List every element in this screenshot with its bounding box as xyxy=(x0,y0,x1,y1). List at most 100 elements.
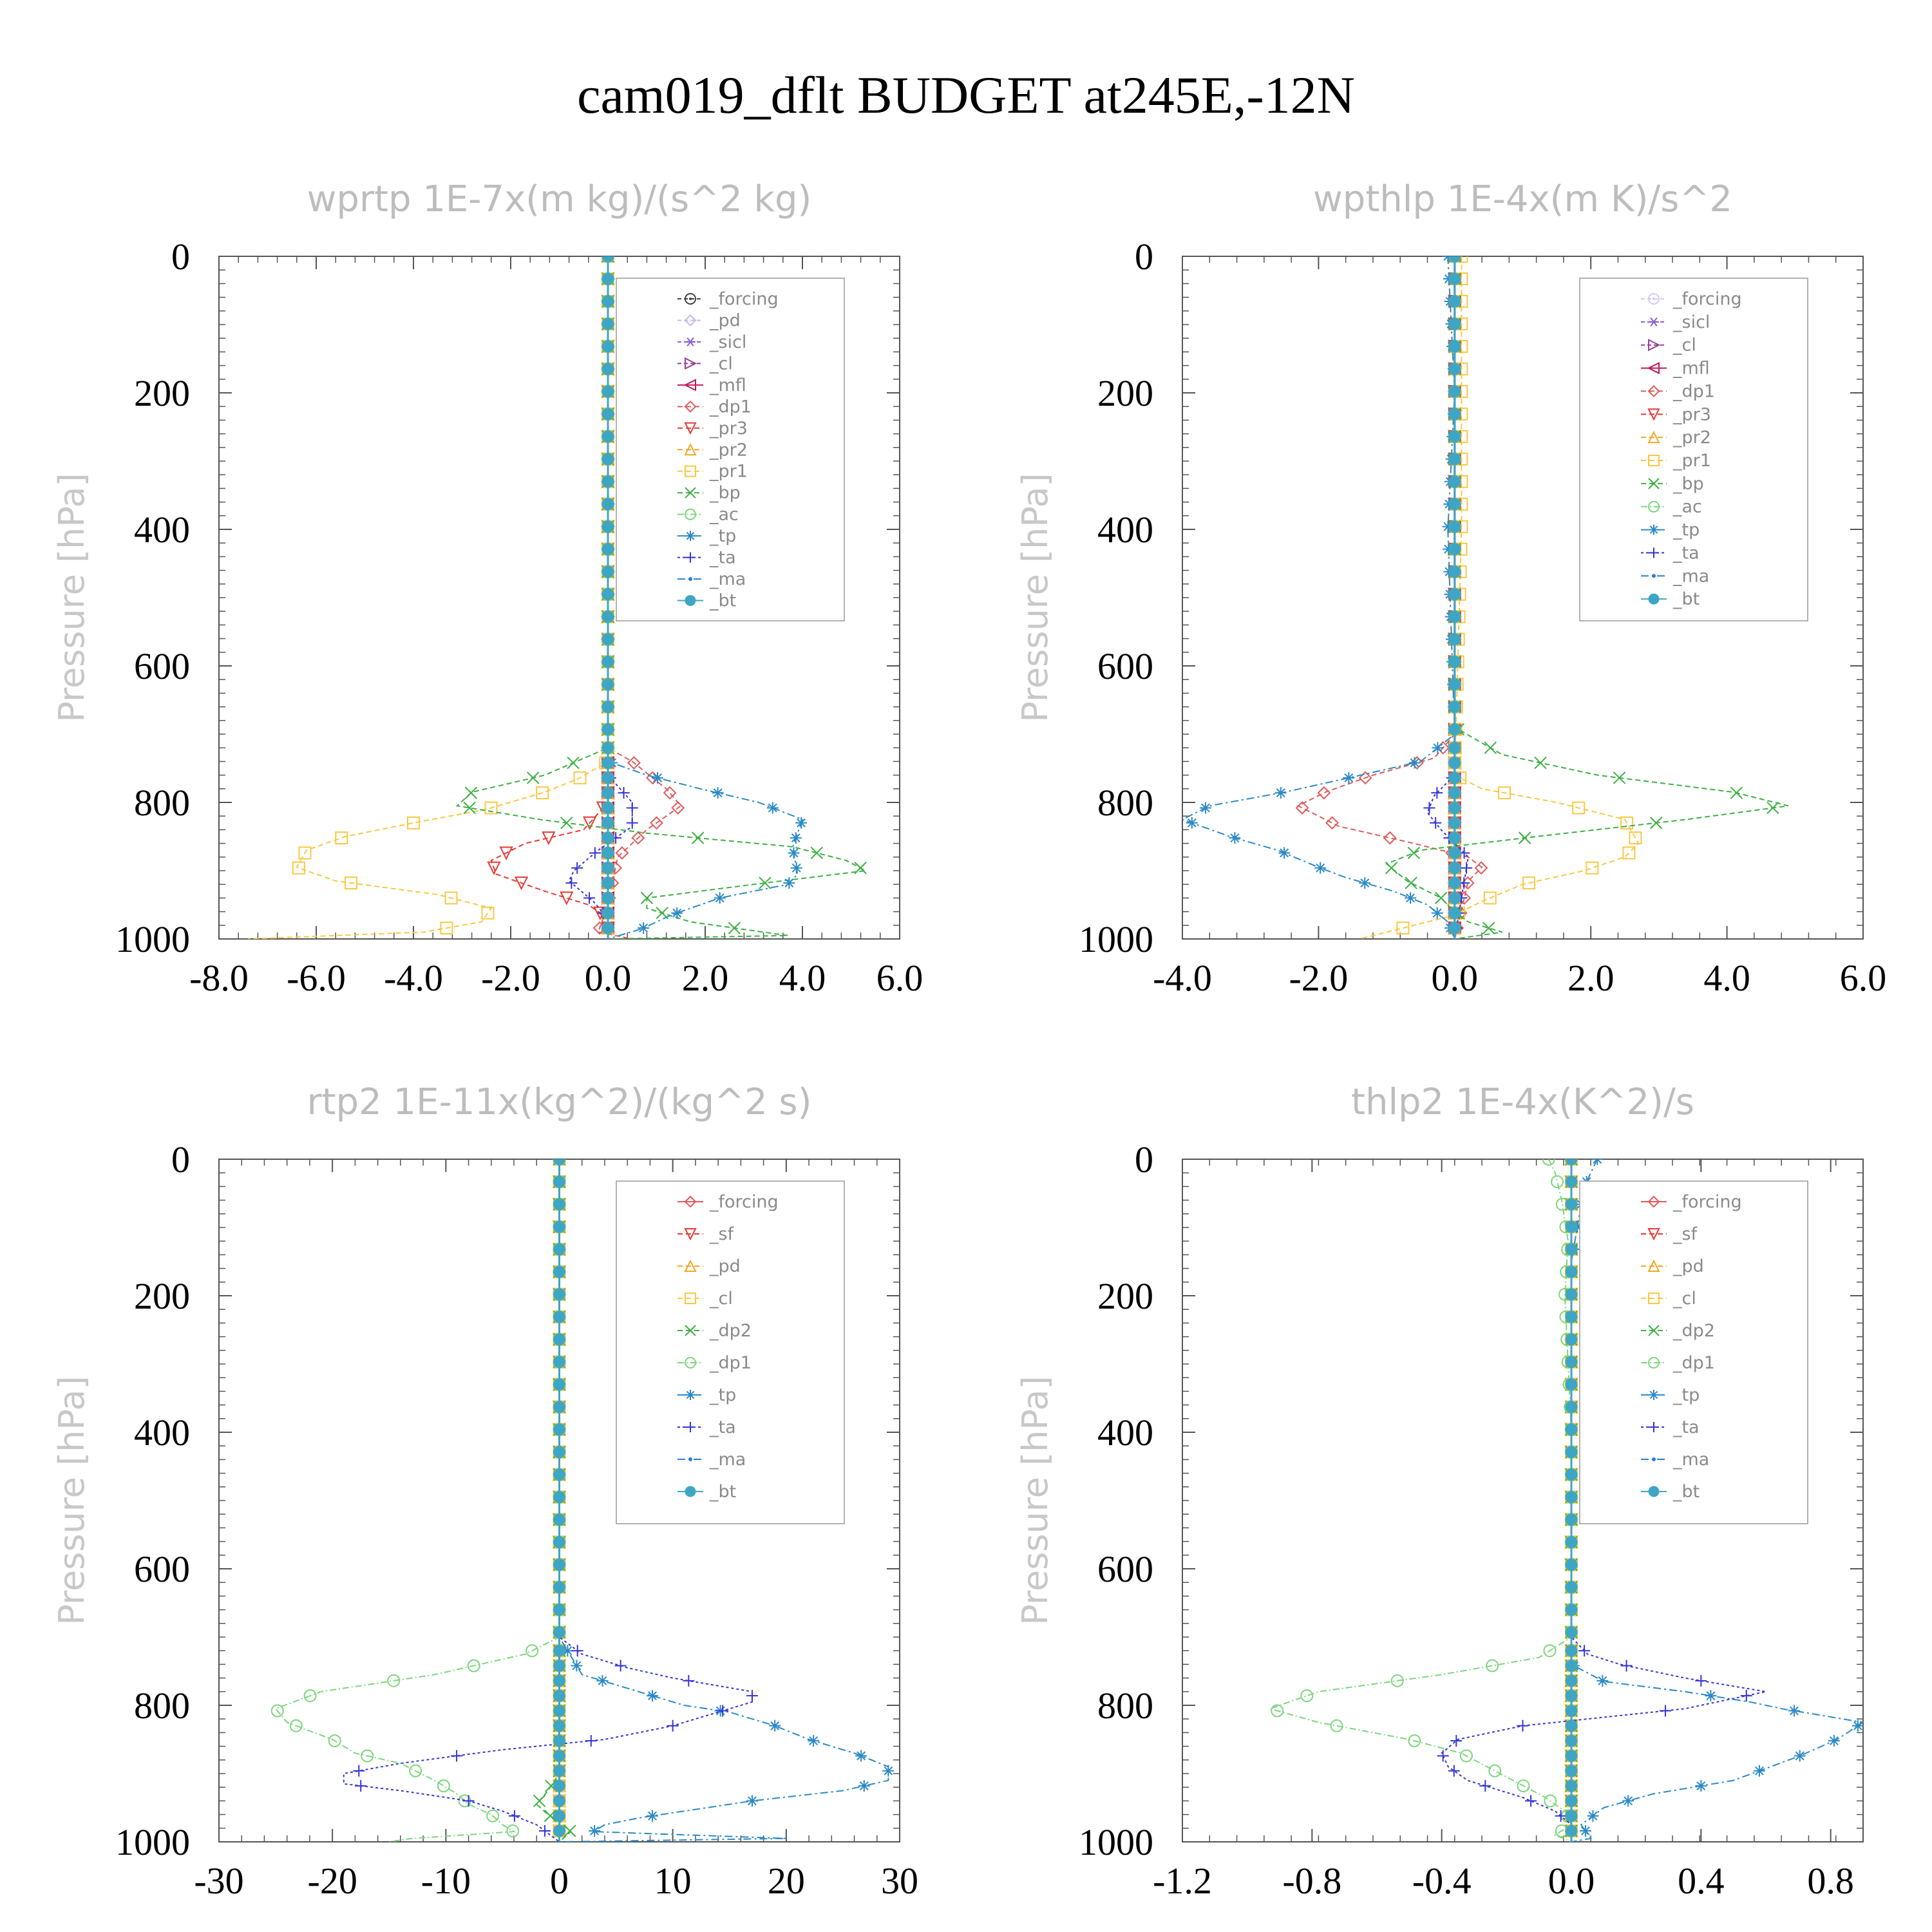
series-bt xyxy=(601,256,614,939)
series-point xyxy=(601,862,614,875)
y-tick-label: 1000 xyxy=(1079,918,1153,960)
legend-box xyxy=(1579,278,1808,621)
series-point xyxy=(1555,1810,1567,1822)
series-point xyxy=(560,891,574,905)
legend-label: _sicl xyxy=(709,332,746,352)
series-point xyxy=(571,1660,583,1672)
series-point xyxy=(858,1780,870,1792)
series-point xyxy=(1565,1794,1578,1807)
series-point xyxy=(1551,1175,1564,1188)
series-point xyxy=(1565,1265,1578,1278)
legend-item: _pr2 xyxy=(677,440,748,460)
series-point xyxy=(1448,1765,1460,1777)
series-point xyxy=(1695,1674,1707,1687)
x-tick-label: -10 xyxy=(421,1860,471,1902)
series-line xyxy=(490,256,609,939)
series-point xyxy=(553,1265,565,1278)
series-point xyxy=(601,295,614,308)
series-point xyxy=(601,831,614,844)
legend-item: _pr1 xyxy=(1641,451,1711,471)
y-tick-label: 600 xyxy=(134,645,190,687)
series-point xyxy=(1317,786,1331,800)
x-tick-label: -2.0 xyxy=(481,957,540,999)
legend-item: _ma xyxy=(677,1450,746,1470)
series-point xyxy=(553,1719,565,1732)
series-point xyxy=(1565,1749,1578,1762)
series-point xyxy=(571,862,583,874)
series-point xyxy=(1565,1243,1578,1256)
series-point xyxy=(1544,1794,1557,1808)
legend-item: _ta xyxy=(1641,543,1700,563)
y-tick-label: 0 xyxy=(1135,1139,1153,1180)
series-point xyxy=(560,817,573,829)
series-point xyxy=(1405,892,1417,904)
legend-label: _bt xyxy=(709,591,736,611)
series-point xyxy=(601,385,614,398)
series-point xyxy=(1448,543,1461,556)
legend-label: _ma xyxy=(709,569,746,589)
y-tick-label: 600 xyxy=(134,1548,190,1590)
legend-label: _ta xyxy=(1672,543,1700,563)
legend-swatch-marker xyxy=(1649,1390,1659,1400)
series-point xyxy=(462,1795,475,1807)
y-tick-label: 400 xyxy=(134,509,190,551)
y-tick-label: 400 xyxy=(1097,509,1153,551)
series-point xyxy=(1565,1604,1578,1616)
x-tick-label: 20 xyxy=(768,1860,805,1902)
series-point xyxy=(1448,876,1461,889)
y-axis-label: Pressure [hPa] xyxy=(1015,473,1056,722)
series-point xyxy=(601,408,614,421)
series-point xyxy=(536,786,549,800)
legend-swatch-marker xyxy=(1648,593,1660,605)
series-point xyxy=(1459,1749,1473,1763)
series-point xyxy=(1314,862,1327,874)
legend-item: _sicl xyxy=(677,332,746,352)
legend-item: _tp xyxy=(677,1385,736,1405)
legend-item: _forcing xyxy=(677,289,779,309)
legend-swatch-marker xyxy=(685,595,696,607)
legend-label: _ta xyxy=(709,1417,736,1437)
legend-label: _forcing xyxy=(1672,1192,1742,1212)
panel-title: thlp2 1E-4x(K^2)/s xyxy=(1351,1081,1694,1123)
series-point xyxy=(1483,891,1497,905)
legend-item: _pr3 xyxy=(1641,404,1711,424)
y-tick-label: 1000 xyxy=(1079,1821,1153,1863)
series-point xyxy=(1565,1765,1578,1777)
legend-label: _forcing xyxy=(709,289,779,309)
y-tick-label: 400 xyxy=(134,1412,190,1454)
series-point xyxy=(564,1824,576,1837)
legend-label: _dp1 xyxy=(709,397,752,417)
series-point xyxy=(1448,723,1461,736)
series-point xyxy=(783,877,795,889)
series-point xyxy=(1695,1780,1707,1792)
legend-swatch-marker xyxy=(685,1422,696,1432)
y-axis-label: Pressure [hPa] xyxy=(1015,1376,1056,1625)
series-point xyxy=(1579,1825,1591,1837)
series-point xyxy=(601,656,614,668)
series-point xyxy=(1620,816,1634,829)
legend-label: _forcing xyxy=(1672,289,1742,309)
legend-swatch-marker xyxy=(1648,339,1661,352)
legend-item: _dp1 xyxy=(677,1353,752,1373)
series-point xyxy=(650,816,663,830)
legend-swatch-marker xyxy=(684,1228,697,1241)
series-point xyxy=(601,757,614,770)
series-point xyxy=(855,1750,867,1762)
series-point xyxy=(355,1780,367,1792)
series-point xyxy=(795,817,808,829)
y-tick-label: 200 xyxy=(134,1275,190,1317)
series-point xyxy=(1565,1719,1578,1732)
legend-label: _pr1 xyxy=(709,462,748,482)
legend-label: _cl xyxy=(709,354,733,374)
series-point xyxy=(553,1810,565,1823)
series-point xyxy=(589,1825,601,1837)
x-tick-label: -0.8 xyxy=(1282,1860,1341,1902)
series-point xyxy=(1565,1198,1578,1211)
series-point xyxy=(567,756,580,770)
legend-swatch-marker xyxy=(685,293,696,305)
series-point xyxy=(766,802,779,814)
x-tick-label: 2.0 xyxy=(682,957,729,999)
series-point xyxy=(1852,1719,1863,1732)
legend-item: _sicl xyxy=(1641,312,1710,332)
legend-item: _pr2 xyxy=(1641,428,1711,448)
